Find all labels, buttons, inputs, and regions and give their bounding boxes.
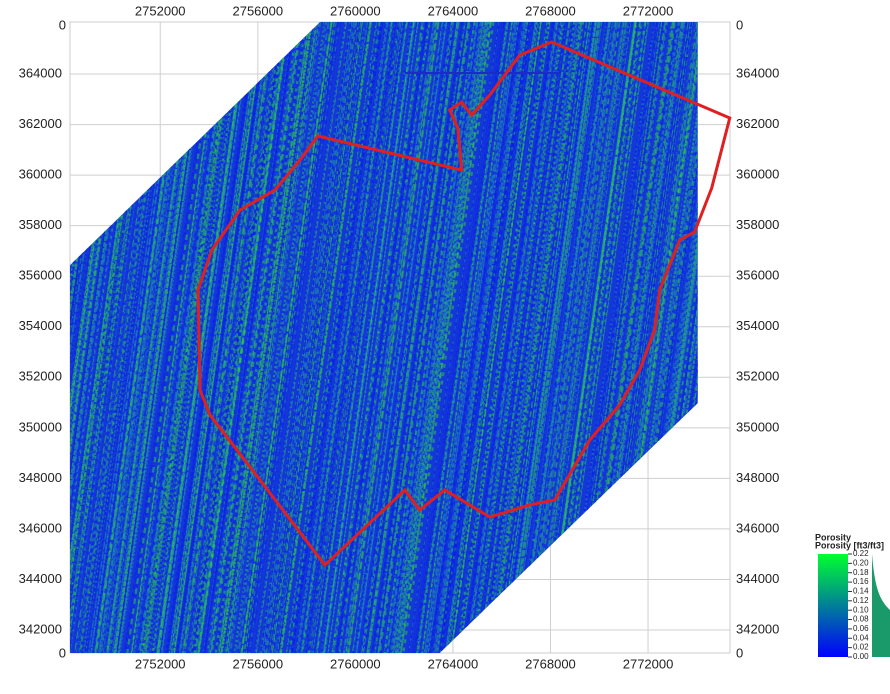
colorbar-tick-label: 0.16 — [853, 577, 869, 586]
texture — [0, 22, 17, 653]
colorbar-label: Porosity [ft3/ft3] — [815, 540, 884, 550]
corner-label: 0 — [736, 17, 743, 32]
texture — [0, 22, 15, 653]
y-tick-label: 350000 — [19, 419, 62, 434]
x-tick-label: 2752000 — [135, 656, 186, 671]
y-tick-label: 348000 — [19, 470, 62, 485]
y-tick-label: 344000 — [736, 571, 779, 586]
colorbar-tick-label: 0.04 — [853, 633, 869, 642]
texture — [0, 22, 19, 653]
x-tick-label: 2772000 — [623, 3, 674, 18]
x-tick-label: 2752000 — [135, 3, 186, 18]
histogram — [872, 554, 890, 657]
texture — [0, 22, 18, 653]
x-tick-label: 2756000 — [232, 3, 283, 18]
x-tick-label: 2768000 — [525, 656, 576, 671]
texture — [0, 22, 11, 653]
y-tick-label: 362000 — [736, 116, 779, 131]
map: 2752000 2752000 2756000 2756000 2760000 27600… — [0, 0, 890, 689]
y-tick-label: 358000 — [736, 217, 779, 232]
corner-label: 0 — [59, 645, 66, 660]
colorbar-tick-label: 0.12 — [853, 596, 869, 605]
y-tick-label: 358000 — [19, 217, 62, 232]
colorbar-tick-label: 0.08 — [853, 615, 869, 624]
colorbar — [818, 554, 848, 657]
x-tick-label: 2772000 — [623, 656, 674, 671]
y-tick-label: 344000 — [19, 571, 62, 586]
texture — [0, 22, 12, 653]
y-tick-label: 342000 — [736, 621, 779, 636]
y-tick-label: 362000 — [19, 116, 62, 131]
y-tick-label: 354000 — [736, 318, 779, 333]
y-tick-label: 352000 — [736, 369, 779, 384]
colorbar-tick-label: 0.20 — [853, 558, 869, 567]
x-tick-label: 2764000 — [428, 3, 479, 18]
colorbar-tick-label: 0.02 — [853, 643, 869, 652]
y-tick-label: 348000 — [736, 470, 779, 485]
y-tick-label: 364000 — [736, 65, 779, 80]
colorbar-tick-label: 0.00 — [853, 652, 869, 661]
colorbar-tick-label: 0.14 — [853, 587, 869, 596]
y-tick-label: 346000 — [736, 520, 779, 535]
y-tick-label: 356000 — [19, 268, 62, 283]
y-tick-label: 364000 — [19, 65, 62, 80]
y-tick-label: 356000 — [736, 268, 779, 283]
texture — [0, 22, 20, 653]
corner-label: 0 — [736, 645, 743, 660]
corner-label: 0 — [59, 17, 66, 32]
y-tick-label: 360000 — [19, 167, 62, 182]
x-tick-label: 2756000 — [232, 656, 283, 671]
y-tick-label: 352000 — [19, 369, 62, 384]
x-tick-label: 2764000 — [428, 656, 479, 671]
colorbar-tick-label: 0.18 — [853, 568, 869, 577]
x-tick-label: 2768000 — [525, 3, 576, 18]
colorbar-tick-label: 0.22 — [853, 549, 869, 558]
y-tick-label: 360000 — [736, 167, 779, 182]
colorbar-tick-label: 0.06 — [853, 624, 869, 633]
texture — [0, 22, 15, 653]
colorbar-tick-label: 0.10 — [853, 605, 869, 614]
x-tick-label: 2760000 — [330, 656, 381, 671]
x-tick-label: 2760000 — [330, 3, 381, 18]
y-tick-label: 346000 — [19, 520, 62, 535]
texture — [0, 22, 13, 653]
y-tick-label: 350000 — [736, 419, 779, 434]
texture — [0, 22, 15, 653]
y-tick-label: 342000 — [19, 621, 62, 636]
y-tick-label: 354000 — [19, 318, 62, 333]
